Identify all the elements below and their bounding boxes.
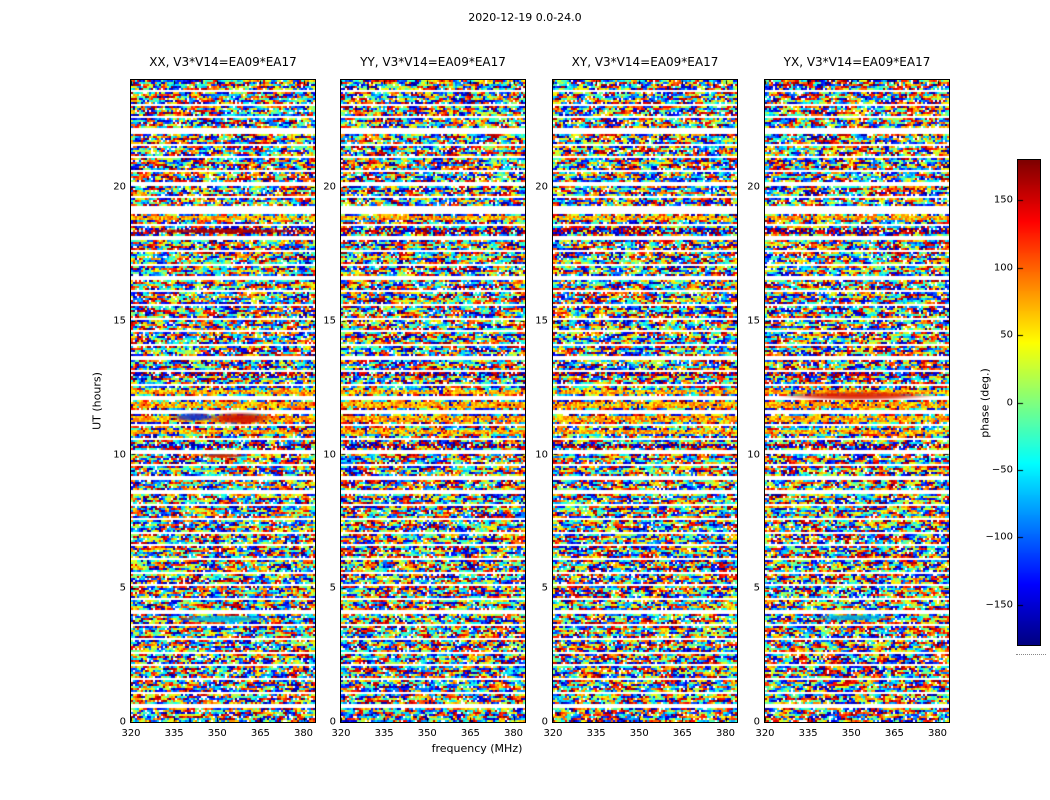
x-tick-label: 380 <box>715 728 736 739</box>
colorbar-gradient <box>1017 159 1041 646</box>
y-tick-label: 10 <box>323 449 336 460</box>
y-axis-label: UT (hours) <box>90 372 104 430</box>
y-tick-label: 10 <box>747 449 760 460</box>
x-tick-label: 335 <box>164 728 184 739</box>
x-tick-label: 365 <box>884 728 904 739</box>
y-tick-label: 20 <box>113 181 126 193</box>
y-tick-label: 20 <box>535 181 548 193</box>
panel-title-yx: YX, V3*V14=EA09*EA17 <box>783 55 931 69</box>
panel-xy: XY, V3*V14=EA09*EA17 320 335 350 365 380 0 5 10… <box>535 55 738 739</box>
x-tick-label: 380 <box>927 728 948 739</box>
y-tick-label: 0 <box>753 716 760 728</box>
y-tick-label: 5 <box>119 582 126 594</box>
x-tick-label: 365 <box>250 728 270 739</box>
x-tick-label: 335 <box>374 728 394 739</box>
panel-title-xx: XX, V3*V14=EA09*EA17 <box>149 55 297 69</box>
y-tick-label: 15 <box>747 315 760 327</box>
x-tick-label: 320 <box>121 728 141 739</box>
y-tick-label: 5 <box>541 582 548 594</box>
y-tick-label: 10 <box>113 449 126 460</box>
heatmap-yy-canvas <box>340 79 526 723</box>
y-tick-label: 10 <box>535 449 548 460</box>
y-tick-label: 5 <box>753 582 760 594</box>
heatmap-xx-canvas <box>130 79 316 723</box>
panel-title-yy: YY, V3*V14=EA09*EA17 <box>360 55 506 69</box>
x-tick-label: 380 <box>293 728 314 739</box>
y-tick-label: 0 <box>329 716 336 728</box>
y-tick-label: 15 <box>535 315 548 327</box>
x-tick-label: 335 <box>798 728 818 739</box>
colorbar-tick-label: −150 <box>985 599 1013 611</box>
colorbar-edge-dots <box>1016 654 1046 655</box>
x-tick-label: 350 <box>841 728 861 739</box>
panel-title-xy: XY, V3*V14=EA09*EA17 <box>571 55 719 69</box>
x-tick-label: 350 <box>629 728 649 739</box>
x-tick-label: 365 <box>460 728 480 739</box>
heatmap-yx-canvas <box>764 79 950 723</box>
panel-xx: XX, V3*V14=EA09*EA17 320 335 350 365 380 0 5 10… <box>113 55 316 739</box>
y-tick-label: 15 <box>113 315 126 327</box>
x-tick-label: 350 <box>207 728 227 739</box>
y-tick-label: 15 <box>323 315 336 327</box>
x-axis-label: frequency (MHz) <box>431 742 523 755</box>
panel-yx: YX, V3*V14=EA09*EA17 320 335 350 365 380 0 5 10… <box>747 55 950 739</box>
colorbar-tick-label: 100 <box>993 262 1013 274</box>
y-tick-label: 20 <box>323 181 336 193</box>
y-tick-label: 0 <box>541 716 548 728</box>
y-tick-label: 0 <box>119 716 126 728</box>
x-tick-label: 350 <box>417 728 437 739</box>
colorbar-tick-label: 150 <box>993 194 1013 206</box>
x-tick-label: 320 <box>331 728 351 739</box>
x-tick-label: 335 <box>586 728 606 739</box>
x-tick-label: 320 <box>543 728 563 739</box>
colorbar: phase (deg.) 150 100 50 0 −50 −100 −150 <box>979 159 1041 646</box>
colorbar-label: phase (deg.) <box>978 367 992 438</box>
figure-title: 2020-12-19 0.0-24.0 <box>468 11 582 24</box>
colorbar-tick-label: −50 <box>991 464 1013 476</box>
colorbar-tick-label: −100 <box>985 531 1013 543</box>
colorbar-tick-label: 50 <box>1000 329 1013 341</box>
x-tick-label: 320 <box>755 728 775 739</box>
panel-yy: YY, V3*V14=EA09*EA17 320 335 350 365 380 0 5 10… <box>323 55 526 739</box>
x-tick-label: 365 <box>672 728 692 739</box>
y-tick-label: 20 <box>747 181 760 193</box>
y-tick-label: 5 <box>329 582 336 594</box>
x-tick-label: 380 <box>503 728 524 739</box>
heatmap-xy-canvas <box>552 79 738 723</box>
colorbar-tick-label: 0 <box>1006 397 1013 408</box>
